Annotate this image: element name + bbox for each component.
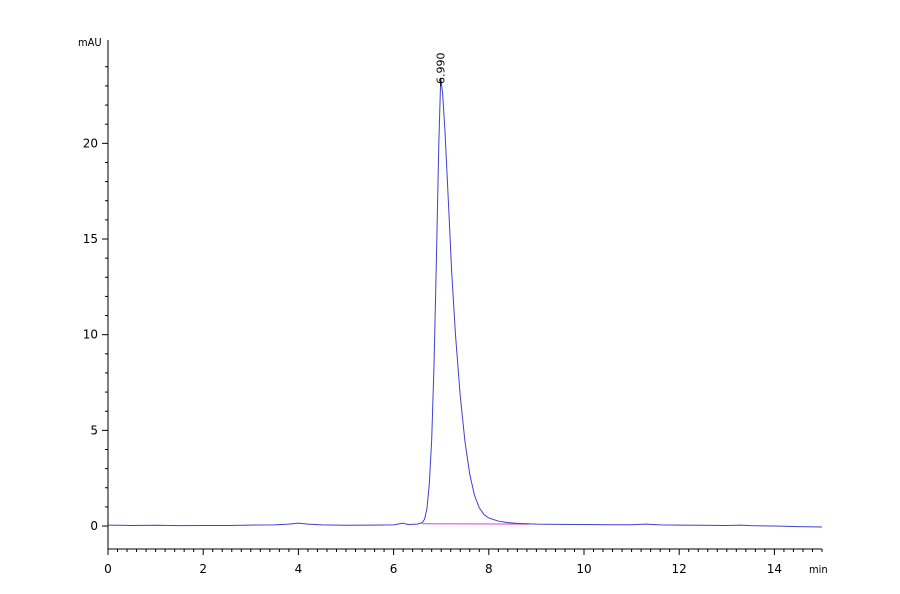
x-tick-label: 2 xyxy=(199,562,207,576)
x-tick-label: 0 xyxy=(104,562,112,576)
peak-retention-label: 6.990 xyxy=(435,53,448,85)
y-tick-label: 5 xyxy=(90,423,98,437)
y-tick-label: 10 xyxy=(83,328,98,342)
x-axis-unit-label: min xyxy=(809,563,828,576)
y-axis-unit-label: mAU xyxy=(78,36,102,49)
x-tick-label: 4 xyxy=(295,562,303,576)
plot-area: 6.990 xyxy=(107,53,823,528)
y-axis: 0 5 10 15 20 xyxy=(83,40,109,549)
signal-trace-0 xyxy=(107,77,823,528)
y-tick-label: 0 xyxy=(90,519,98,533)
x-tick-label: 8 xyxy=(485,562,493,576)
y-tick-label: 20 xyxy=(83,136,98,150)
x-axis: 0 2 4 6 8 10 12 14 xyxy=(104,548,823,576)
y-tick-label: 15 xyxy=(83,232,98,246)
x-tick-label: 12 xyxy=(672,562,687,576)
x-tick-label: 14 xyxy=(767,562,782,576)
x-tick-label: 6 xyxy=(390,562,398,576)
x-tick-label: 10 xyxy=(576,562,591,576)
